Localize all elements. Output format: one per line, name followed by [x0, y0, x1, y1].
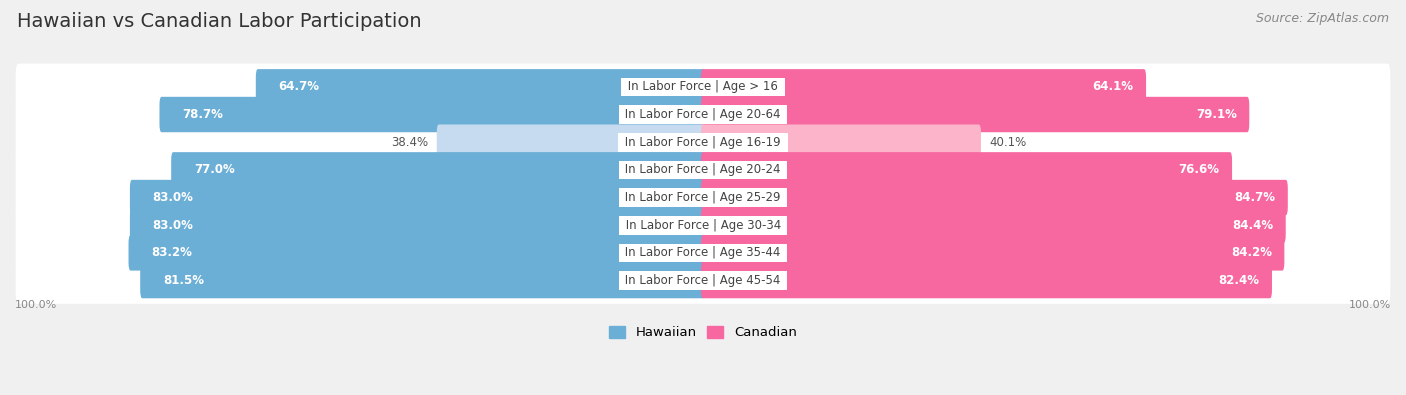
Text: 84.4%: 84.4% — [1232, 219, 1274, 232]
FancyBboxPatch shape — [15, 229, 1391, 276]
Text: 38.4%: 38.4% — [391, 136, 429, 149]
Text: In Labor Force | Age 20-24: In Labor Force | Age 20-24 — [621, 164, 785, 176]
Text: In Labor Force | Age 35-44: In Labor Force | Age 35-44 — [621, 246, 785, 260]
Legend: Hawaiian, Canadian: Hawaiian, Canadian — [605, 320, 801, 344]
FancyBboxPatch shape — [702, 180, 1288, 215]
Text: In Labor Force | Age > 16: In Labor Force | Age > 16 — [624, 80, 782, 93]
Text: Source: ZipAtlas.com: Source: ZipAtlas.com — [1256, 12, 1389, 25]
FancyBboxPatch shape — [128, 235, 704, 271]
Text: In Labor Force | Age 16-19: In Labor Force | Age 16-19 — [621, 136, 785, 149]
FancyBboxPatch shape — [437, 124, 704, 160]
Text: 100.0%: 100.0% — [1348, 301, 1391, 310]
Text: 84.2%: 84.2% — [1232, 246, 1272, 260]
Text: 81.5%: 81.5% — [163, 274, 204, 287]
Text: 76.6%: 76.6% — [1178, 164, 1219, 176]
FancyBboxPatch shape — [15, 119, 1391, 166]
FancyBboxPatch shape — [172, 152, 704, 188]
FancyBboxPatch shape — [15, 202, 1391, 248]
Text: In Labor Force | Age 45-54: In Labor Force | Age 45-54 — [621, 274, 785, 287]
FancyBboxPatch shape — [129, 180, 704, 215]
FancyBboxPatch shape — [702, 97, 1250, 132]
Text: 84.7%: 84.7% — [1234, 191, 1275, 204]
FancyBboxPatch shape — [129, 207, 704, 243]
Text: 82.4%: 82.4% — [1219, 274, 1260, 287]
FancyBboxPatch shape — [702, 235, 1284, 271]
Text: 83.2%: 83.2% — [152, 246, 193, 260]
FancyBboxPatch shape — [141, 263, 704, 298]
FancyBboxPatch shape — [15, 91, 1391, 138]
FancyBboxPatch shape — [256, 69, 704, 105]
Text: 83.0%: 83.0% — [153, 219, 194, 232]
FancyBboxPatch shape — [702, 152, 1232, 188]
Text: 64.1%: 64.1% — [1092, 80, 1133, 93]
Text: 100.0%: 100.0% — [15, 301, 58, 310]
Text: In Labor Force | Age 30-34: In Labor Force | Age 30-34 — [621, 219, 785, 232]
Text: 79.1%: 79.1% — [1197, 108, 1237, 121]
FancyBboxPatch shape — [702, 124, 981, 160]
Text: 64.7%: 64.7% — [278, 80, 319, 93]
FancyBboxPatch shape — [15, 64, 1391, 110]
Text: 83.0%: 83.0% — [153, 191, 194, 204]
FancyBboxPatch shape — [159, 97, 704, 132]
Text: In Labor Force | Age 25-29: In Labor Force | Age 25-29 — [621, 191, 785, 204]
Text: In Labor Force | Age 20-64: In Labor Force | Age 20-64 — [621, 108, 785, 121]
FancyBboxPatch shape — [15, 257, 1391, 304]
Text: 40.1%: 40.1% — [990, 136, 1026, 149]
Text: 78.7%: 78.7% — [183, 108, 224, 121]
Text: Hawaiian vs Canadian Labor Participation: Hawaiian vs Canadian Labor Participation — [17, 12, 422, 31]
FancyBboxPatch shape — [15, 147, 1391, 193]
FancyBboxPatch shape — [15, 174, 1391, 221]
Text: 77.0%: 77.0% — [194, 164, 235, 176]
FancyBboxPatch shape — [702, 69, 1146, 105]
FancyBboxPatch shape — [702, 263, 1272, 298]
FancyBboxPatch shape — [702, 207, 1285, 243]
